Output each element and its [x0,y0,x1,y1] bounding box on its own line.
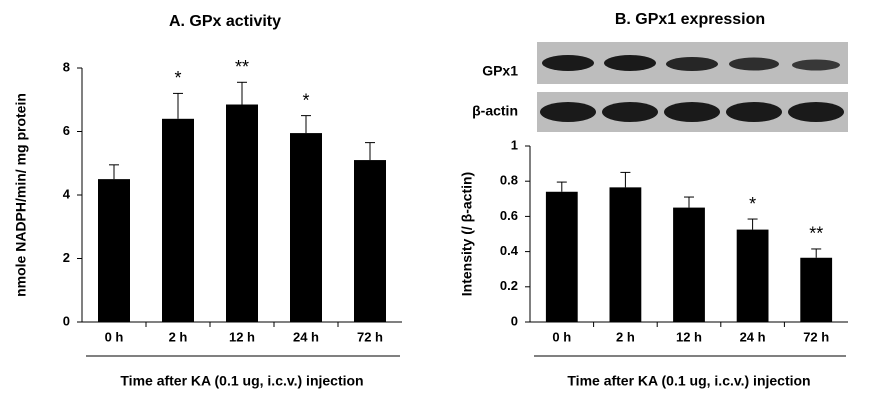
significance: ** [235,57,249,77]
y-tick-label: 0 [511,313,518,328]
bar [290,133,322,322]
significance: * [302,90,309,110]
x-tick-label: 2 h [616,329,635,344]
y-tick-label: 4 [63,186,71,201]
significance: ** [809,224,823,244]
band [664,102,720,122]
band [792,59,840,71]
band [726,102,782,122]
blot-label: GPx1 [482,63,518,79]
blot-label: β-actin [472,103,518,119]
significance: * [174,68,181,88]
chart-title: B. GPx1 expression [615,11,765,28]
bar [673,207,705,322]
band [540,102,596,122]
x-axis-label: Time after KA (0.1 ug, i.c.v.) injection [567,373,810,389]
x-tick-label: 12 h [676,329,702,344]
x-tick-label: 2 h [169,329,188,344]
band [602,102,658,122]
bar [162,118,194,322]
x-tick-label: 24 h [293,329,319,344]
y-tick-label: 0 [63,313,70,328]
bar [98,179,130,322]
blots [537,42,848,132]
bar [800,257,833,322]
band [666,57,718,71]
y-tick-label: 6 [63,123,70,138]
x-tick-label: 24 h [740,329,766,344]
x-tick-label: 12 h [229,329,255,344]
chart-title: A. GPx activity [169,13,281,30]
x-tick-label: 72 h [357,329,383,344]
x-axis-label: Time after KA (0.1 ug, i.c.v.) injection [120,373,363,389]
y-axis-label: nmole NADPH/min/ mg protein [13,93,29,297]
bar [545,191,578,322]
bar [226,104,258,322]
y-tick-label: 0.6 [500,208,518,223]
y-tick-label: 0.2 [500,278,518,293]
band [542,55,594,71]
y-tick-label: 8 [63,59,70,74]
x-tick-label: 0 h [552,329,571,344]
y-tick-label: 0.4 [500,243,519,258]
bar [609,187,642,322]
band [729,57,779,71]
y-tick-label: 2 [63,250,70,265]
y-tick-label: 0.8 [500,173,518,188]
y-tick-label: 1 [511,137,518,152]
band [604,55,656,71]
x-tick-label: 72 h [803,329,829,344]
x-tick-label: 0 h [105,329,124,344]
y-axis-label: Intensity (/ β-actin) [459,172,475,296]
bar [354,160,386,322]
band [788,102,844,122]
bar [736,229,769,322]
significance: * [749,194,756,214]
